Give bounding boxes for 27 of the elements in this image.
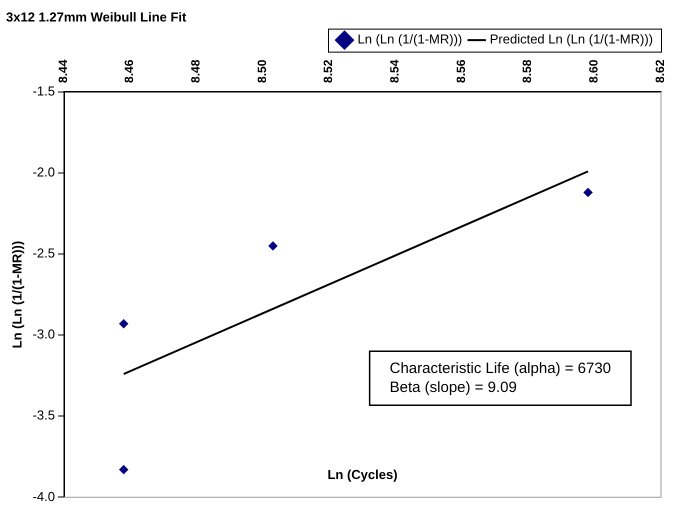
y-tick-label: -2.5 [32,246,55,261]
x-tick-label: 8.50 [254,59,269,83]
annotation: Characteristic Life (alpha) = 6730 [390,360,612,377]
point [584,188,593,197]
point [119,465,128,474]
y-tick-label: -1.5 [32,84,55,99]
y-tick-label: -2.0 [32,164,55,180]
chart-title: 3x12 1.27mm Weibull Line Fit [6,9,188,24]
x-tick-label: 8.62 [652,59,667,83]
x-tick-label: 8.46 [122,59,136,83]
legend-label: Ln (Ln (1/(1-MR))) [357,32,462,47]
annotation: Beta (slope) = 9.09 [390,378,517,396]
y-axis-title: Ln (Ln (1/(1-MR))) [9,240,24,348]
x-tick-label: 8.48 [188,59,203,83]
x-axis-title: Ln (Cycles) [327,466,398,482]
x-tick-label: 8.54 [388,59,402,83]
x-tick-label: 8.52 [321,59,336,83]
point [268,241,278,250]
y-tick-label: -3.5 [32,408,55,423]
x-tick-label: 8.44 [56,59,70,83]
y-tick-label: -4.0 [32,488,55,504]
point [119,319,128,328]
x-tick-label: 8.60 [586,59,601,83]
y-tick-label: -3.0 [32,326,55,342]
x-tick-label: 8.58 [520,59,534,83]
x-tick-label: 8.56 [454,59,468,83]
legend-label: Predicted Ln (Ln (1/(1-MR))) [490,32,654,47]
